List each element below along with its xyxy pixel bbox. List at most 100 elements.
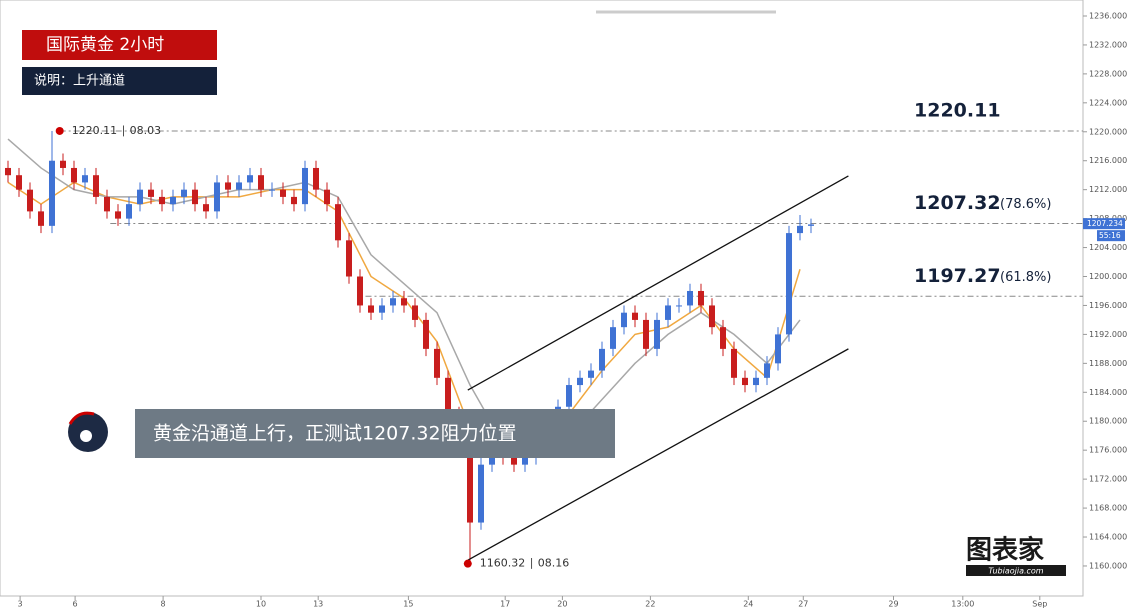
candle-body [444,377,451,415]
candle-body [246,175,253,183]
candle-body [665,305,672,320]
candle-body [103,196,110,212]
x-tick-label: 22 [645,600,655,609]
point-label: 1220.11 ∣ 08.03 [72,124,161,137]
candle-body [521,457,528,465]
candle-body [345,240,352,277]
x-tick-label: Sep [1032,600,1047,609]
candle-body [268,189,275,191]
y-tick-label: 1164.000 [1089,533,1127,542]
candle-body [301,167,308,205]
candle-body [158,196,165,205]
candle-body [786,233,793,335]
x-tick-label: 29 [888,600,898,609]
y-tick-label: 1216.000 [1089,156,1127,165]
candle-body [698,290,705,306]
axes: 1160.000 1164.000 1168.000 1172.000 1176.000… [18,11,1128,608]
caption: 黄金沿通道上行，正测试1207.32阻力位置 [153,423,517,445]
candle-body [731,348,738,378]
candle-body [114,211,121,219]
y-tick-label: 1200.000 [1089,272,1127,281]
level-label: 1207.32 [914,192,1001,214]
candle-body [709,305,716,328]
y-tick-label: 1168.000 [1089,504,1127,513]
candle-body [378,305,385,313]
point-marker [55,126,64,135]
candle-body [4,167,11,176]
candle-body [81,175,88,183]
y-tick-label: 1232.000 [1089,40,1127,49]
candle-body [676,305,683,307]
caption-bg [135,409,615,458]
x-tick-label: 13:00 [951,600,974,609]
x-tick-label: 24 [743,600,753,609]
candle-body [599,348,606,371]
y-tick-label: 1180.000 [1089,417,1127,426]
last-price-tag [1083,218,1125,230]
logo: 图表家 Tubiaojia.com [966,535,1066,576]
candle-body [26,189,33,212]
y-tick-label: 1212.000 [1089,185,1127,194]
candle-body [235,182,242,190]
level-note: (61.8%) [1000,270,1051,285]
countdown-tag [1097,230,1125,242]
y-tick-label: 1184.000 [1089,388,1127,397]
logo-text: 图表家 [966,535,1044,566]
candle-body [389,298,396,306]
candle-body [48,160,55,226]
candle-body [37,211,44,226]
point-marker [463,559,472,568]
candle-body [753,377,760,386]
x-tick-label: 8 [161,600,166,609]
subtitle-bg [22,67,217,95]
candle-body [169,196,176,205]
candle-body [367,305,374,313]
candle-body [147,189,154,197]
candle-body [411,305,418,320]
candle-body [279,189,286,197]
x-tick-label: 6 [73,600,78,609]
y-tick-label: 1228.000 [1089,69,1127,78]
candle-body [70,167,77,183]
candle-body [257,175,264,190]
candle-body [621,312,628,328]
plot-area [0,0,1084,597]
candle-body [797,225,804,234]
avatar-icon [80,430,92,442]
level-note: (78.6%) [1000,197,1051,212]
x-tick-label: 3 [18,600,23,609]
logo-bar [966,565,1066,576]
channel-line [467,348,849,561]
point-label: 1160.32 ∣ 08.16 [480,557,569,570]
avatar-icon [68,411,95,425]
candle-body [775,334,782,364]
candle-body [477,464,484,523]
candle-body [356,276,363,306]
candle-body [136,189,143,205]
chart-title: 国际黄金 2小时 [46,35,164,55]
y-tick-label: 1196.000 [1089,301,1127,310]
candle-body [334,204,341,241]
candle-body [422,319,429,349]
subtitle: 说明：上升通道 [34,74,125,89]
y-tick-label: 1236.000 [1089,11,1127,20]
candle-body [15,175,22,190]
y-tick-label: 1172.000 [1089,475,1127,484]
candle-body [180,189,187,197]
y-tick-label: 1176.000 [1089,446,1127,455]
candle-body [742,377,749,386]
candle-body [202,204,209,212]
candle-body [632,312,639,320]
x-tick-label: 15 [403,600,413,609]
candle-body [312,167,319,190]
marks: 1220.11 1207.32 (78.6%) 1197.27 (61.8%) 1220.… [4,99,1083,570]
last-price-label: 1207.234 [1087,219,1123,228]
candle-body [224,182,231,190]
x-tick-label: 17 [500,600,510,609]
candle-body [400,298,407,306]
x-tick-label: 27 [798,600,808,609]
countdown-label: 55:16 [1099,231,1121,240]
candle-body [323,189,330,205]
